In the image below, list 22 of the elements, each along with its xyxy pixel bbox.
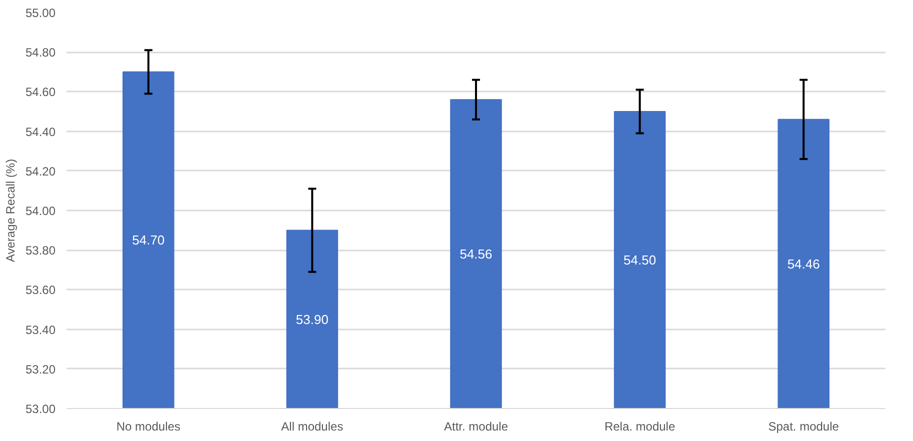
- x-tick-label: No modules: [116, 420, 180, 434]
- data-label: 54.50: [624, 252, 656, 268]
- y-tick-label: 53.00: [25, 402, 56, 416]
- y-tick-label: 54.80: [25, 46, 56, 60]
- x-tick-label: All modules: [281, 420, 344, 434]
- y-tick-label: 54.60: [25, 85, 56, 100]
- data-label: 54.56: [460, 246, 492, 262]
- data-label: 54.70: [132, 232, 165, 248]
- y-tick-label: 54.40: [25, 124, 56, 139]
- x-tick-label: Rela. module: [604, 420, 676, 434]
- y-tick-label: 54.00: [25, 204, 56, 218]
- y-tick-label: 54.20: [25, 164, 56, 178]
- y-tick-label: 53.80: [25, 244, 56, 258]
- y-tick-label: 53.60: [25, 283, 56, 298]
- x-tick-label: Spat. module: [768, 420, 840, 434]
- y-axis-title: Average Recall (%): [3, 158, 18, 262]
- y-tick-label: 53.20: [25, 362, 56, 376]
- y-tick-label: 53.40: [25, 322, 56, 337]
- data-label: 54.46: [787, 256, 820, 272]
- y-tick-label: 55.00: [25, 6, 56, 20]
- data-label: 53.90: [296, 312, 328, 327]
- x-tick-label: Attr. module: [444, 420, 508, 434]
